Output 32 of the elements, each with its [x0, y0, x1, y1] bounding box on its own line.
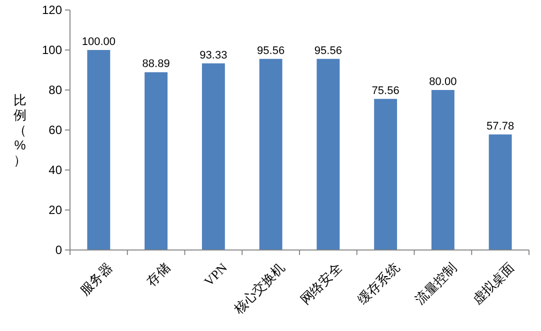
bar [202, 63, 225, 250]
y-tick-label: 80 [48, 82, 62, 97]
x-tick-label: 核心交换机 [230, 260, 288, 318]
data-label: 57.78 [486, 120, 514, 132]
data-label: 100.00 [82, 36, 116, 48]
bar [259, 58, 282, 250]
x-tick-label: 存储 [144, 260, 173, 289]
data-label: 88.89 [142, 58, 170, 70]
y-tick-label: 60 [48, 122, 62, 137]
x-tick-label: 虚拟桌面 [469, 260, 517, 308]
data-label: 80.00 [429, 76, 457, 88]
y-axis-title: 比例（%） [14, 92, 26, 168]
x-tick-label: 缓存系统 [354, 260, 402, 308]
y-tick-label: 100 [42, 42, 62, 57]
data-label: 93.33 [200, 49, 228, 62]
y-tick-label: 0 [55, 242, 62, 257]
y-tick-label: 40 [48, 162, 62, 177]
bar [87, 50, 110, 250]
data-label: 95.56 [257, 44, 285, 57]
data-label: 95.56 [314, 44, 342, 57]
x-tick-label: VPN [200, 260, 230, 289]
bar [488, 134, 512, 250]
y-tick-label: 20 [48, 202, 62, 217]
bar [374, 98, 398, 250]
x-tick-label: 网络安全 [297, 260, 345, 308]
x-tick-label: 流量控制 [412, 260, 460, 308]
bar [316, 58, 340, 250]
bar [431, 90, 454, 250]
data-label: 75.56 [372, 84, 400, 97]
y-tick-label: 120 [42, 2, 62, 17]
bar [144, 72, 168, 250]
x-tick-label: 服务器 [77, 260, 116, 298]
